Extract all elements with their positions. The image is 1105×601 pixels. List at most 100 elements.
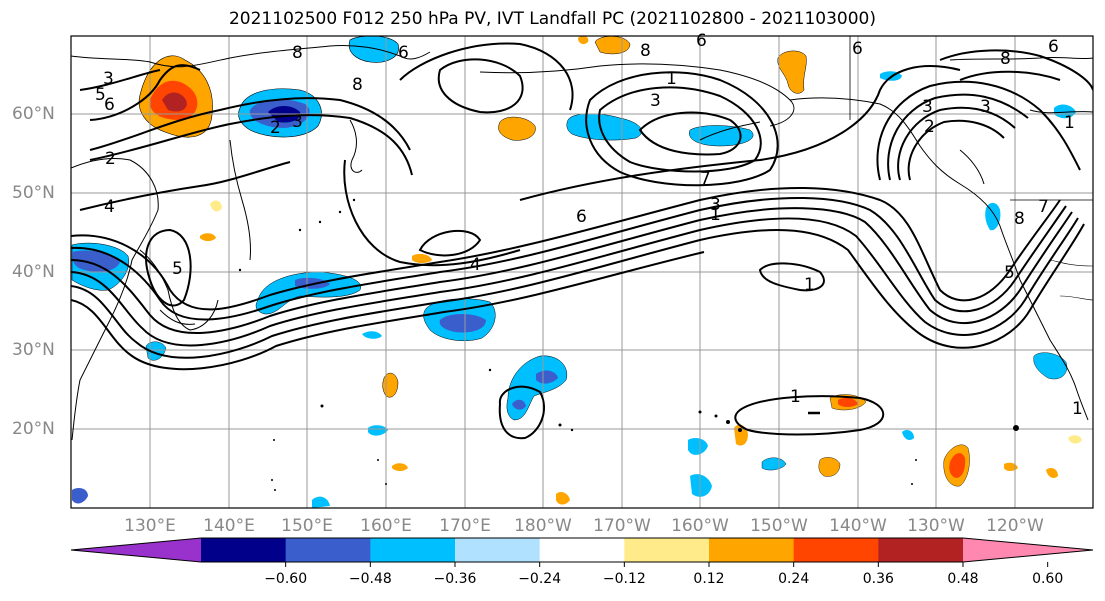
negative-anomaly-patch	[512, 399, 526, 410]
contour-label: 8	[352, 75, 363, 95]
lon-label: 120°W	[986, 516, 1044, 536]
positive-anomaly-patch	[498, 116, 536, 141]
colorbar-tick-label: 0.12	[693, 571, 725, 587]
positive-anomaly-patch	[1068, 435, 1082, 444]
lat-label: 60°N	[12, 104, 55, 124]
negative-anomaly-patch	[1033, 352, 1068, 380]
contour-label: 5	[172, 259, 183, 279]
lon-label: 170°E	[439, 516, 491, 536]
colorbar-tick-label: −0.48	[348, 571, 392, 587]
contour-label: 6	[576, 207, 587, 227]
negative-anomaly-patch	[688, 438, 708, 455]
colorbar-tick-label: −0.36	[433, 571, 477, 587]
contour-label: 8	[1000, 49, 1011, 69]
lon-label: 150°E	[281, 516, 333, 536]
negative-anomaly-patch	[536, 370, 558, 384]
lon-label: 130°E	[124, 516, 176, 536]
contour-label: 3	[922, 97, 933, 117]
negative-anomaly-patch	[362, 331, 382, 339]
lon-label: 140°W	[829, 516, 887, 536]
contour-label: 6	[852, 39, 863, 59]
lat-label: 20°N	[12, 419, 55, 439]
contour-label: 3	[292, 112, 303, 132]
negative-anomaly-patch	[689, 125, 754, 147]
contour-label: 6	[696, 31, 707, 51]
contour-label: 6	[104, 95, 115, 115]
negative-anomaly-patch	[255, 271, 361, 315]
contour-label: 5	[95, 85, 106, 105]
negative-anomaly-patch	[72, 488, 88, 504]
colorbar-tick-label: −0.12	[602, 571, 646, 587]
contour-label: 1	[804, 275, 815, 295]
contour-label: 8	[640, 41, 651, 61]
contour-label: 4	[470, 255, 481, 275]
lat-label: 40°N	[12, 262, 55, 282]
contour-label: 5	[1004, 263, 1015, 283]
colorbar-tick-label: −0.60	[264, 571, 308, 587]
positive-anomaly-patch	[210, 200, 222, 212]
negative-anomaly-patch	[985, 202, 1001, 231]
positive-anomaly-patch	[578, 36, 589, 45]
positive-anomaly-patch	[777, 50, 807, 94]
positive-anomaly-patch	[200, 233, 216, 241]
lon-label: 170°W	[593, 516, 651, 536]
positive-anomaly-patch	[392, 463, 408, 471]
contour-label-layer: 3 5 6 2 3 2 4 5 6 8 6 8 6 8 1 3 7 6 3 1 …	[95, 31, 1083, 419]
lat-label: 50°N	[12, 183, 55, 203]
positive-anomaly-patch	[838, 397, 858, 407]
negative-anomaly-patch	[368, 425, 388, 436]
contour-label: 4	[104, 197, 115, 217]
contour-label: 2	[924, 117, 935, 137]
pv-contours	[71, 42, 1093, 440]
negative-anomaly-patch	[690, 474, 712, 497]
negative-anomaly-patch	[72, 250, 120, 272]
contour-label: 1	[710, 205, 721, 225]
contour-label: 8	[1014, 209, 1025, 229]
coastlines	[71, 36, 1093, 441]
lon-label: 150°W	[750, 516, 808, 536]
positive-anomaly-patch	[162, 92, 187, 112]
contour-label: 7	[700, 169, 711, 189]
map-frame	[70, 35, 1094, 509]
colorbar-tick-label: −0.24	[518, 571, 562, 587]
negative-anomaly-patch	[902, 430, 914, 440]
contour-label: 6	[1048, 37, 1059, 57]
islands	[238, 198, 1019, 491]
positive-anomaly-patch	[949, 453, 966, 478]
positive-anomaly-patch	[382, 372, 399, 398]
contour-label: 1	[1064, 113, 1075, 133]
positive-anomaly-patch	[818, 457, 841, 477]
chart-title: 2021102500 F012 250 hPa PV, IVT Landfall…	[228, 9, 876, 29]
lon-label: 130°W	[907, 516, 965, 536]
contour-label: 7	[1038, 197, 1049, 217]
positive-anomaly-patch	[594, 36, 631, 55]
positive-anomaly-patch	[412, 253, 432, 263]
contour-label: 1	[790, 387, 801, 407]
contour-label: 3	[650, 91, 661, 111]
colorbar-tick-label: 0.36	[862, 571, 894, 587]
lon-label: 160°E	[360, 516, 412, 536]
colorbar-tick-label: 0.60	[1032, 571, 1064, 587]
negative-anomaly-patch	[1054, 104, 1076, 119]
positive-anomaly-patch	[1046, 468, 1058, 478]
contour-label: 2	[105, 149, 116, 169]
lon-label: 160°W	[671, 516, 729, 536]
contour-label: 3	[103, 69, 114, 89]
negative-anomaly-patch	[761, 457, 787, 471]
contour-label: 6	[398, 43, 409, 63]
positive-anomaly-patch	[556, 492, 570, 505]
contour-label: 1	[1072, 399, 1083, 419]
lat-label: 30°N	[12, 340, 55, 360]
colorbar-tick-label: 0.48	[947, 571, 979, 587]
negative-anomaly-patch	[312, 496, 330, 508]
lon-label: 140°E	[203, 516, 255, 536]
contour-label: 3	[710, 195, 721, 215]
contour-label: 3	[980, 97, 991, 117]
colorbar-tick-label: 0.24	[778, 571, 810, 587]
contour-label: 1	[666, 69, 677, 89]
positive-anomaly-patch	[734, 424, 748, 446]
negative-anomaly-patch	[439, 314, 486, 333]
lon-label: 180°W	[514, 516, 572, 536]
contour-label: 2	[270, 118, 281, 138]
